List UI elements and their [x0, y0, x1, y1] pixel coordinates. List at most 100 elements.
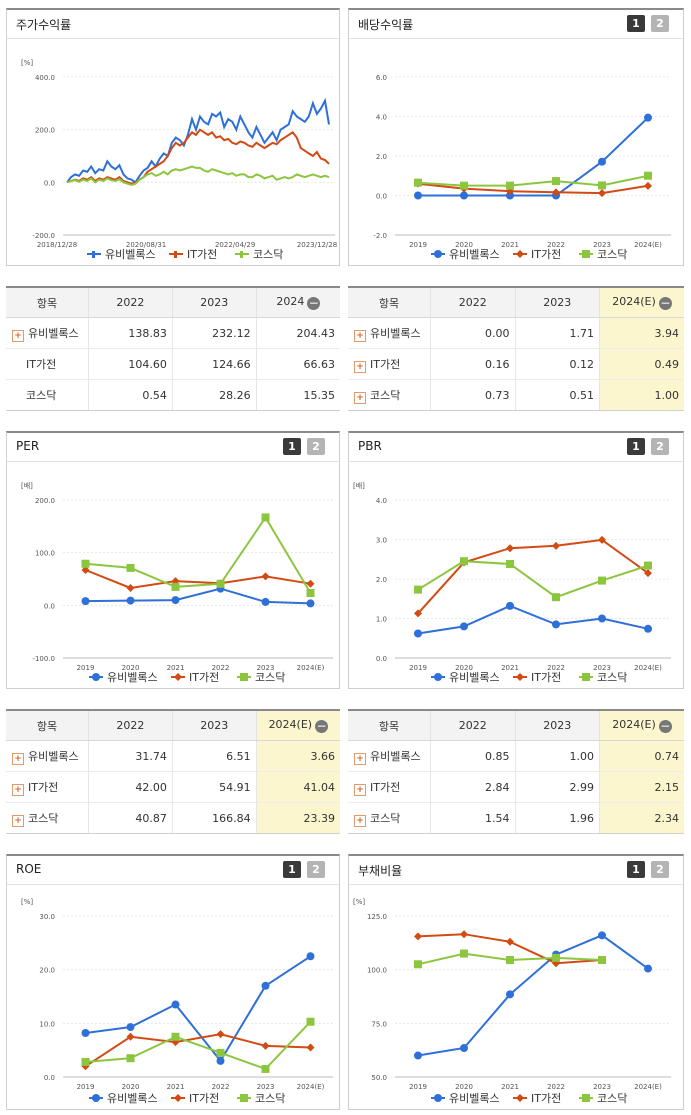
table-header: 2022 — [430, 288, 515, 318]
chart-tab-2-button[interactable]: 2 — [651, 861, 669, 878]
data-point — [306, 1017, 315, 1026]
legend-label-3: 코스닥 — [597, 1092, 627, 1105]
x-tick-label: 2019 — [77, 1083, 95, 1091]
x-tick-label: 2023/12/28 — [297, 241, 337, 249]
y-tick-label: 100.0 — [367, 967, 387, 975]
expand-plus-icon[interactable]: + — [12, 752, 24, 765]
expand-plus-icon[interactable]: + — [12, 814, 24, 827]
legend-marker — [240, 1094, 248, 1102]
y-tick-label: 0.0 — [376, 193, 387, 201]
data-point — [216, 579, 225, 588]
chart-tab-1-button[interactable]: 1 — [627, 861, 645, 878]
table-cell: 66.63 — [255, 348, 340, 380]
y-tick-label: 50.0 — [371, 1074, 387, 1082]
data-point — [81, 566, 90, 575]
data-point — [506, 559, 514, 568]
data-point — [171, 1000, 180, 1009]
collapse-minus-icon[interactable]: − — [658, 296, 672, 310]
data-point — [261, 1041, 270, 1050]
chart-tab-1-button[interactable]: 1 — [627, 15, 645, 32]
data-point — [81, 1062, 90, 1071]
data-point — [306, 1043, 315, 1052]
y-tick-label: 2.0 — [376, 576, 387, 584]
x-tick-label: 2023 — [257, 664, 275, 672]
y-tick-label: 0.0 — [44, 179, 55, 187]
series-line-2 — [84, 1033, 311, 1068]
legend-label-3: 코스닥 — [597, 671, 627, 684]
table-row: + 코스닥 0.73 0.51 1.00 — [348, 379, 684, 410]
table-header: 2023 — [171, 711, 257, 741]
y-axis-unit: [%] — [353, 898, 365, 906]
data-point — [552, 541, 560, 550]
data-point — [414, 609, 422, 618]
expand-plus-icon[interactable]: + — [354, 752, 366, 765]
table-cell: 41.04 — [255, 771, 340, 803]
collapse-minus-icon[interactable]: − — [658, 719, 672, 733]
chart-tab-1-button[interactable]: 1 — [283, 438, 301, 455]
y-tick-label: 0.0 — [44, 1074, 55, 1082]
legend-label-2: IT가전 — [189, 671, 219, 684]
data-point — [126, 1023, 135, 1032]
data-point — [506, 601, 514, 610]
data-point — [414, 960, 422, 969]
legend-marker — [174, 673, 182, 681]
series-line-3 — [66, 165, 330, 187]
data-point — [261, 981, 270, 990]
expand-plus-icon[interactable]: + — [354, 391, 366, 404]
data-point — [644, 624, 652, 633]
expand-plus-icon[interactable]: + — [12, 329, 24, 342]
pbr-table: 항목 2022 2023 2024(E) − + 유비벨록스 0.85 1.00 0.74 + IT가… — [348, 709, 684, 834]
x-tick-label: 2020 — [122, 1083, 140, 1091]
chart-tab-2-button[interactable]: 2 — [307, 438, 325, 455]
data-point — [644, 113, 652, 122]
data-point — [460, 1044, 468, 1053]
y-tick-label: 0.0 — [44, 602, 55, 610]
table-cell: 0.73 — [430, 379, 515, 410]
expand-plus-icon[interactable]: + — [354, 783, 366, 796]
data-point — [598, 614, 606, 623]
x-tick-label: 2024(E) — [297, 664, 325, 672]
row-label-cell: + 유비벨록스 — [6, 317, 89, 349]
series-line-1 — [85, 955, 312, 1063]
data-point — [552, 177, 560, 186]
table-header: 2022 — [88, 288, 173, 318]
expand-plus-icon[interactable]: + — [354, 360, 366, 373]
legend-marker — [240, 251, 243, 258]
debt-ratio-chart: [%]125.0 100.0 75.0 50.0 2019 2020 2021 2022 202… — [353, 898, 671, 1105]
chart-tab-2-button[interactable]: 2 — [307, 861, 325, 878]
y-axis-unit: [배] — [353, 481, 365, 490]
expand-plus-icon[interactable]: + — [354, 814, 366, 827]
expand-plus-icon[interactable]: + — [12, 783, 24, 796]
legend-label-3: 코스닥 — [597, 248, 627, 261]
data-point — [552, 953, 560, 962]
data-point — [552, 593, 560, 602]
data-point — [81, 597, 90, 606]
chart-tab-1-button[interactable]: 1 — [627, 438, 645, 455]
collapse-minus-icon[interactable]: − — [307, 296, 321, 310]
chart-tab-2-button[interactable]: 2 — [651, 438, 669, 455]
per-table: 항목 2022 2023 2024(E) − + 유비벨록스 31.74 6.51 3.66 + IT… — [6, 709, 340, 834]
legend-label-2: IT가전 — [531, 1092, 561, 1105]
table-cell: 31.74 — [88, 740, 173, 772]
table-cell: 6.51 — [171, 740, 257, 772]
chart-tab-2-button[interactable]: 2 — [651, 15, 669, 32]
data-point — [644, 171, 652, 180]
table-cell: 23.39 — [255, 802, 340, 833]
row-label: 코스닥 — [370, 811, 401, 825]
panel-title: 부채비율 — [358, 864, 403, 878]
chart-tab-1-button[interactable]: 1 — [283, 861, 301, 878]
y-tick-label: 6.0 — [376, 74, 387, 82]
data-point — [460, 622, 468, 631]
table-cell: 1.54 — [430, 802, 515, 833]
table-cell: 232.12 — [171, 317, 257, 349]
table-cell: 0.12 — [514, 348, 600, 380]
y-tick-label: 4.0 — [376, 497, 387, 505]
expand-plus-icon[interactable]: + — [354, 329, 366, 342]
data-point — [171, 596, 180, 605]
x-tick-label: 2019 — [409, 241, 427, 249]
row-label: IT가전 — [26, 358, 57, 371]
collapse-minus-icon[interactable]: − — [315, 719, 329, 733]
per-panel: PER 1 2 [배] 200.0 100.0 0.0 -100.0 2019 2020 20… — [6, 431, 340, 689]
panel-title: ROE — [16, 862, 42, 876]
